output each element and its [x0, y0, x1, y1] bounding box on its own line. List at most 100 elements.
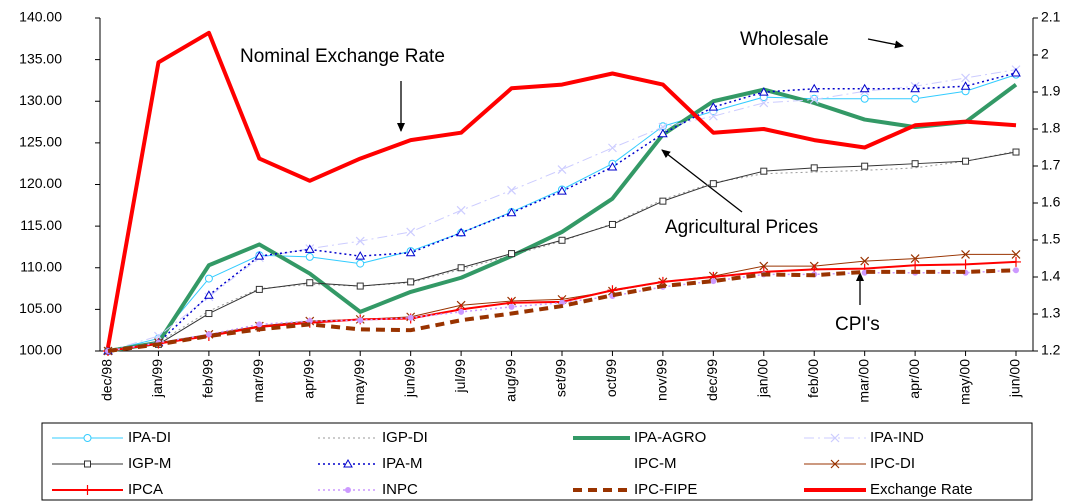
marker [960, 81, 971, 90]
marker [1012, 148, 1020, 156]
legend-box [41, 422, 1033, 501]
marker [456, 205, 466, 215]
marker [154, 331, 163, 341]
marker [1011, 67, 1021, 77]
marker [558, 236, 566, 244]
marker [1011, 250, 1021, 259]
marker [508, 250, 516, 258]
marker [859, 83, 870, 93]
y-tick-label: 110.00 [20, 258, 62, 274]
marker [830, 433, 840, 443]
marker [860, 94, 869, 103]
marker [759, 261, 769, 271]
marker [256, 321, 263, 328]
marker [658, 122, 668, 132]
legend-label: IPC-FIPE [634, 481, 697, 498]
marker [608, 143, 617, 153]
x-tick-label: dec/98 [99, 359, 115, 401]
x-tick-label: oct/99 [603, 359, 619, 397]
marker [962, 157, 970, 165]
y-tick-label: 135.00 [19, 50, 62, 66]
legend-label: IPC-DI [870, 455, 915, 472]
annotation: Agricultural Prices [665, 217, 818, 238]
marker [507, 185, 516, 195]
marker [709, 180, 717, 188]
annotation: Wholesale [740, 29, 829, 50]
x-tick-label: feb/99 [200, 359, 216, 398]
marker [759, 98, 769, 108]
marker [456, 227, 466, 237]
legend-label: IGP-M [128, 455, 171, 472]
marker [407, 314, 414, 321]
x-tick-label: jul/99 [452, 359, 468, 394]
y-tick-label: 115.00 [20, 217, 62, 233]
x-tick-label: apr/00 [906, 359, 922, 399]
marker [910, 83, 920, 93]
marker [405, 247, 416, 257]
x-tick-label: feb/00 [805, 359, 821, 398]
x-tick-label: dec/99 [704, 359, 720, 401]
x-tick-label: may/00 [956, 359, 972, 405]
marker [345, 487, 351, 493]
y2-tick-label: 1.4 [1041, 268, 1061, 284]
annotation: Nominal Exchange Rate [240, 46, 445, 67]
marker [809, 95, 819, 105]
legend-label: IPCA [128, 481, 163, 498]
marker [710, 278, 717, 285]
marker [355, 251, 366, 260]
y2-tick-label: 1.2 [1041, 342, 1061, 358]
marker [557, 186, 567, 195]
legend-label: IGP-DI [382, 429, 428, 446]
marker [343, 458, 353, 468]
marker [204, 290, 214, 299]
marker [357, 317, 364, 324]
y2-tick-label: 1.7 [1041, 157, 1061, 173]
x-tick-label: set/99 [553, 359, 569, 397]
marker [1011, 256, 1021, 267]
series-line [106, 30, 1017, 348]
y2-tick-label: 1.8 [1041, 120, 1061, 136]
marker [608, 220, 616, 228]
marker [1013, 267, 1019, 274]
marker [355, 236, 365, 246]
marker [356, 259, 365, 268]
legend-label: IPA-AGRO [634, 429, 706, 446]
y2-tick-label: 2.1 [1041, 9, 1061, 25]
series-line [107, 72, 1017, 352]
marker [305, 252, 314, 261]
series-line [107, 82, 1018, 353]
marker [82, 485, 93, 495]
marker [255, 285, 263, 293]
marker [204, 274, 213, 283]
y2-tick-label: 1.6 [1041, 194, 1061, 210]
legend-label: IPA-M [382, 455, 423, 472]
marker [760, 167, 768, 175]
y-tick-label: 100.00 [19, 342, 62, 358]
x-tick-label: jun/99 [401, 359, 417, 398]
marker [356, 282, 364, 290]
y-tick-label: 120.00 [19, 175, 62, 191]
marker [607, 162, 618, 171]
legend-label: INPC [382, 481, 418, 498]
marker [708, 102, 719, 111]
marker [961, 73, 970, 83]
y-tick-label: 130.00 [19, 92, 62, 108]
marker [659, 197, 667, 205]
marker [508, 303, 515, 310]
legend-label: Exchange Rate [870, 481, 973, 498]
marker [830, 459, 840, 469]
y-tick-label: 105.00 [19, 300, 62, 316]
marker [205, 310, 213, 318]
x-tick-label: mar/00 [855, 359, 871, 403]
arrow [867, 38, 904, 49]
x-tick-label: jun/00 [1007, 359, 1023, 398]
marker [557, 165, 567, 174]
marker [658, 128, 668, 138]
marker [809, 83, 820, 93]
x-tick-label: apr/99 [300, 359, 316, 399]
marker [810, 164, 818, 172]
annotation: CPI's [835, 314, 880, 335]
marker [457, 264, 465, 272]
marker [506, 207, 517, 217]
